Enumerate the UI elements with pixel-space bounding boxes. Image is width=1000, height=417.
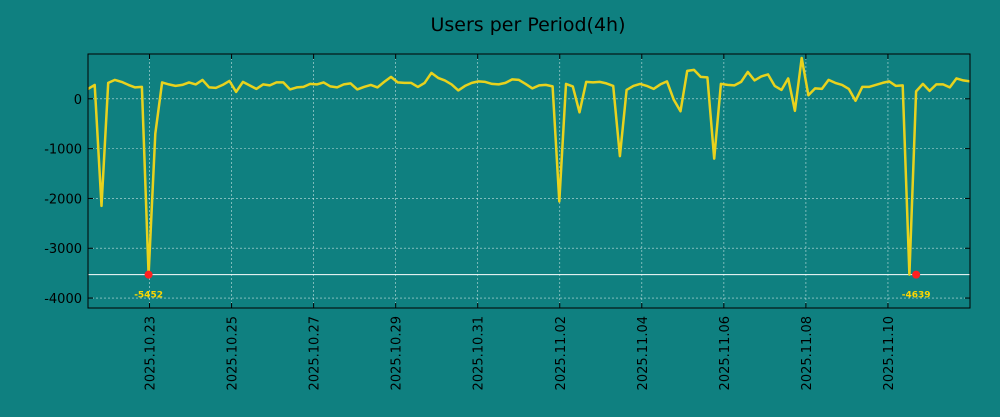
min-marker: [144, 270, 153, 279]
plot-frame: [87, 53, 971, 309]
series-line: [87, 56, 971, 276]
x-tick-label: 2025.11.04: [636, 316, 651, 390]
x-tick-label: 2025.10.27: [308, 316, 323, 390]
y-tick-label: -1000: [44, 143, 82, 158]
grid: [88, 54, 970, 308]
min-marker: [912, 270, 921, 279]
y-tick-label: -3000: [44, 242, 82, 257]
min-annotation: -5452: [134, 291, 163, 301]
x-axis: 2025.10.23 2025.10.25 2025.10.27 2025.10.29…: [144, 54, 897, 390]
y-axis: 0 -1000 -2000 -3000 -4000: [44, 93, 970, 307]
x-tick-label: 2025.11.06: [718, 316, 733, 390]
min-annotation: -4639: [902, 291, 931, 301]
y-tick-label: -4000: [44, 292, 82, 307]
x-tick-label: 2025.10.23: [144, 316, 159, 390]
x-tick-label: 2025.11.10: [882, 316, 897, 390]
y-tick-label: 0: [74, 93, 82, 108]
markers: -5452 -4639: [134, 270, 931, 301]
x-tick-label: 2025.11.02: [554, 316, 569, 390]
x-tick-label: 2025.11.08: [800, 316, 815, 390]
x-tick-label: 2025.10.31: [472, 316, 487, 390]
chart-title: Users per Period(4h): [430, 14, 625, 36]
y-tick-label: -2000: [44, 192, 82, 207]
x-tick-label: 2025.10.29: [390, 316, 405, 390]
x-tick-label: 2025.10.25: [226, 316, 241, 390]
